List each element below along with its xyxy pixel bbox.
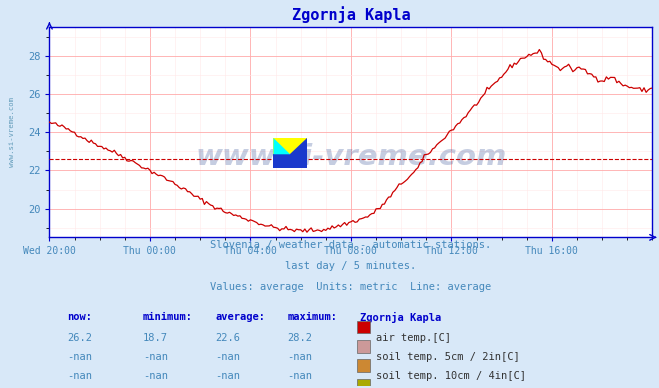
Text: -nan: -nan — [67, 352, 92, 362]
Bar — [273, 138, 307, 168]
Bar — [357, 359, 370, 372]
Bar — [357, 340, 370, 353]
Text: www.si-vreme.com: www.si-vreme.com — [195, 144, 507, 171]
Polygon shape — [273, 138, 290, 154]
Text: soil temp. 10cm / 4in[C]: soil temp. 10cm / 4in[C] — [376, 371, 527, 381]
Text: maximum:: maximum: — [287, 312, 337, 322]
Text: -nan: -nan — [215, 352, 241, 362]
Text: 22.6: 22.6 — [215, 333, 241, 343]
Text: minimum:: minimum: — [143, 312, 193, 322]
Title: Zgornja Kapla: Zgornja Kapla — [291, 6, 411, 23]
Text: air temp.[C]: air temp.[C] — [376, 333, 451, 343]
Bar — [273, 154, 307, 168]
Text: 26.2: 26.2 — [67, 333, 92, 343]
Bar — [357, 379, 370, 388]
Text: last day / 5 minutes.: last day / 5 minutes. — [285, 261, 416, 271]
Polygon shape — [290, 138, 307, 154]
Text: www.si-vreme.com: www.si-vreme.com — [9, 97, 15, 167]
Text: -nan: -nan — [143, 371, 168, 381]
Text: 28.2: 28.2 — [287, 333, 312, 343]
Text: Zgornja Kapla: Zgornja Kapla — [360, 312, 442, 323]
Text: -nan: -nan — [215, 371, 241, 381]
Text: now:: now: — [67, 312, 92, 322]
Text: -nan: -nan — [67, 371, 92, 381]
Text: -nan: -nan — [287, 352, 312, 362]
Bar — [357, 320, 370, 333]
Text: soil temp. 5cm / 2in[C]: soil temp. 5cm / 2in[C] — [376, 352, 520, 362]
Text: Values: average  Units: metric  Line: average: Values: average Units: metric Line: aver… — [210, 282, 492, 292]
Text: average:: average: — [215, 312, 265, 322]
Text: 18.7: 18.7 — [143, 333, 168, 343]
Text: Slovenia / weather data - automatic stations.: Slovenia / weather data - automatic stat… — [210, 240, 492, 250]
Text: -nan: -nan — [287, 371, 312, 381]
Text: -nan: -nan — [143, 352, 168, 362]
